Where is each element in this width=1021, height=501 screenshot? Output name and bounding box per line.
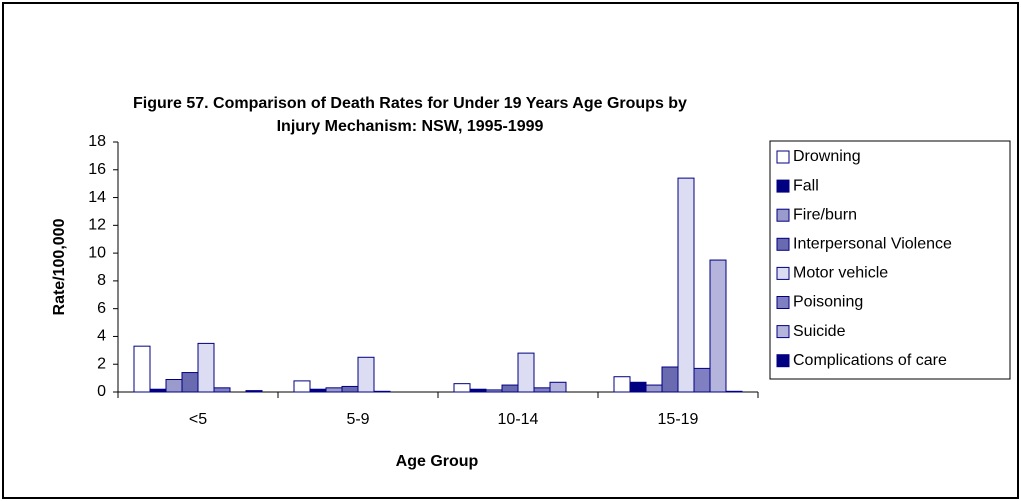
bar xyxy=(645,384,663,393)
legend-swatch xyxy=(776,208,790,222)
chart-subtitle: Injury Mechanism: NSW, 1995-1999 xyxy=(277,118,544,135)
y-tick-label: 14 xyxy=(88,189,106,206)
y-axis-label: Rate/100,000 xyxy=(51,218,68,315)
bar xyxy=(165,379,183,393)
bar xyxy=(309,388,327,393)
legend-swatch xyxy=(776,150,790,164)
bar xyxy=(533,387,551,393)
bar xyxy=(629,381,647,393)
bar xyxy=(709,259,727,393)
y-tick-label: 8 xyxy=(97,272,106,289)
y-tick-label: 2 xyxy=(97,355,106,372)
bar xyxy=(469,388,487,393)
bar xyxy=(293,380,311,393)
legend-swatch xyxy=(776,354,790,368)
y-tick-label: 16 xyxy=(88,161,106,178)
legend-swatch xyxy=(776,237,790,251)
legend-label: Suicide xyxy=(793,323,846,340)
y-tick-label: 6 xyxy=(97,300,106,317)
bar xyxy=(677,177,695,393)
legend-label: Motor vehicle xyxy=(793,265,888,282)
legend-label: Poisoning xyxy=(793,294,863,311)
legend-swatch xyxy=(776,266,790,280)
bar xyxy=(725,390,743,393)
bar xyxy=(357,356,375,393)
bar xyxy=(693,367,711,393)
y-tick-label: 12 xyxy=(88,217,106,234)
legend-label: Fire/burn xyxy=(793,206,857,223)
bar xyxy=(245,390,263,393)
legend-label: Interpersonal Violence xyxy=(793,236,952,253)
legend-label: Fall xyxy=(793,177,819,194)
bar xyxy=(133,345,151,393)
bar xyxy=(149,388,167,393)
y-tick-label: 4 xyxy=(97,328,106,345)
bar xyxy=(373,390,391,393)
bar xyxy=(549,381,567,393)
bar xyxy=(341,385,359,393)
legend-swatch xyxy=(776,296,790,309)
legend-box xyxy=(769,140,1011,380)
x-tick-label: <5 xyxy=(189,411,207,428)
x-tick-label: 5-9 xyxy=(346,411,369,428)
bar xyxy=(197,342,215,393)
bar xyxy=(453,383,471,393)
legend-swatch xyxy=(776,325,790,339)
chart-title: Figure 57. Comparison of Death Rates for… xyxy=(133,95,687,112)
y-tick-label: 18 xyxy=(88,133,106,150)
bar xyxy=(181,372,199,393)
bar xyxy=(613,376,631,393)
bar xyxy=(517,352,535,393)
bar xyxy=(213,387,231,393)
bar xyxy=(501,384,519,393)
x-tick-label: 15-19 xyxy=(658,411,699,428)
legend-label: Drowning xyxy=(793,148,861,165)
bar xyxy=(661,366,679,393)
x-tick-label: 10-14 xyxy=(498,411,539,428)
legend-swatch xyxy=(776,179,790,193)
x-axis-label: Age Group xyxy=(396,453,479,470)
bar xyxy=(325,387,343,393)
y-tick-label: 0 xyxy=(97,383,106,400)
legend-label: Complications of care xyxy=(793,352,947,369)
bar xyxy=(485,389,503,393)
y-tick-label: 10 xyxy=(88,244,106,261)
